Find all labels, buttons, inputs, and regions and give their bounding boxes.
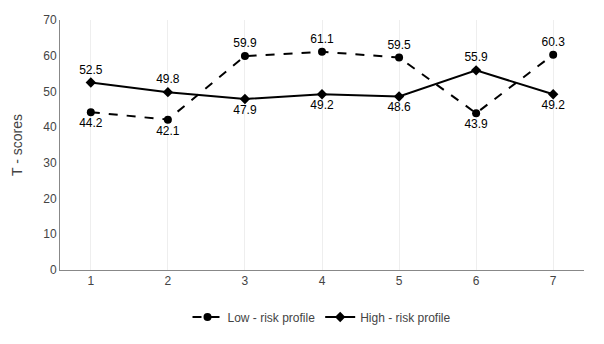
svg-text:2: 2 xyxy=(165,274,172,288)
svg-text:5: 5 xyxy=(396,274,403,288)
svg-text:30: 30 xyxy=(43,156,57,170)
svg-text:44.2: 44.2 xyxy=(79,116,103,130)
svg-text:48.6: 48.6 xyxy=(387,100,411,114)
svg-text:43.9: 43.9 xyxy=(464,117,488,131)
svg-text:60.3: 60.3 xyxy=(542,35,566,49)
svg-text:T - scores: T - scores xyxy=(9,114,25,176)
svg-text:7: 7 xyxy=(550,274,557,288)
svg-text:10: 10 xyxy=(43,227,57,241)
svg-text:4: 4 xyxy=(319,274,326,288)
svg-text:20: 20 xyxy=(43,192,57,206)
svg-text:50: 50 xyxy=(43,85,57,99)
svg-text:49.2: 49.2 xyxy=(542,98,566,112)
svg-text:47.9: 47.9 xyxy=(233,103,257,117)
svg-text:1: 1 xyxy=(87,274,94,288)
svg-text:61.1: 61.1 xyxy=(310,32,334,46)
svg-text:3: 3 xyxy=(242,274,249,288)
svg-text:42.1: 42.1 xyxy=(156,124,180,138)
svg-text:59.9: 59.9 xyxy=(233,36,257,50)
svg-text:70: 70 xyxy=(43,13,57,27)
svg-text:40: 40 xyxy=(43,120,57,134)
svg-text:Low - risk profile: Low - risk profile xyxy=(228,311,316,325)
svg-text:49.2: 49.2 xyxy=(310,98,334,112)
svg-text:High - risk profile: High - risk profile xyxy=(360,311,450,325)
svg-text:6: 6 xyxy=(473,274,480,288)
svg-text:60: 60 xyxy=(43,49,57,63)
svg-text:49.8: 49.8 xyxy=(156,72,180,86)
svg-text:52.5: 52.5 xyxy=(79,63,103,77)
svg-text:55.9: 55.9 xyxy=(464,50,488,64)
svg-text:0: 0 xyxy=(50,263,57,277)
svg-text:59.5: 59.5 xyxy=(387,38,411,52)
